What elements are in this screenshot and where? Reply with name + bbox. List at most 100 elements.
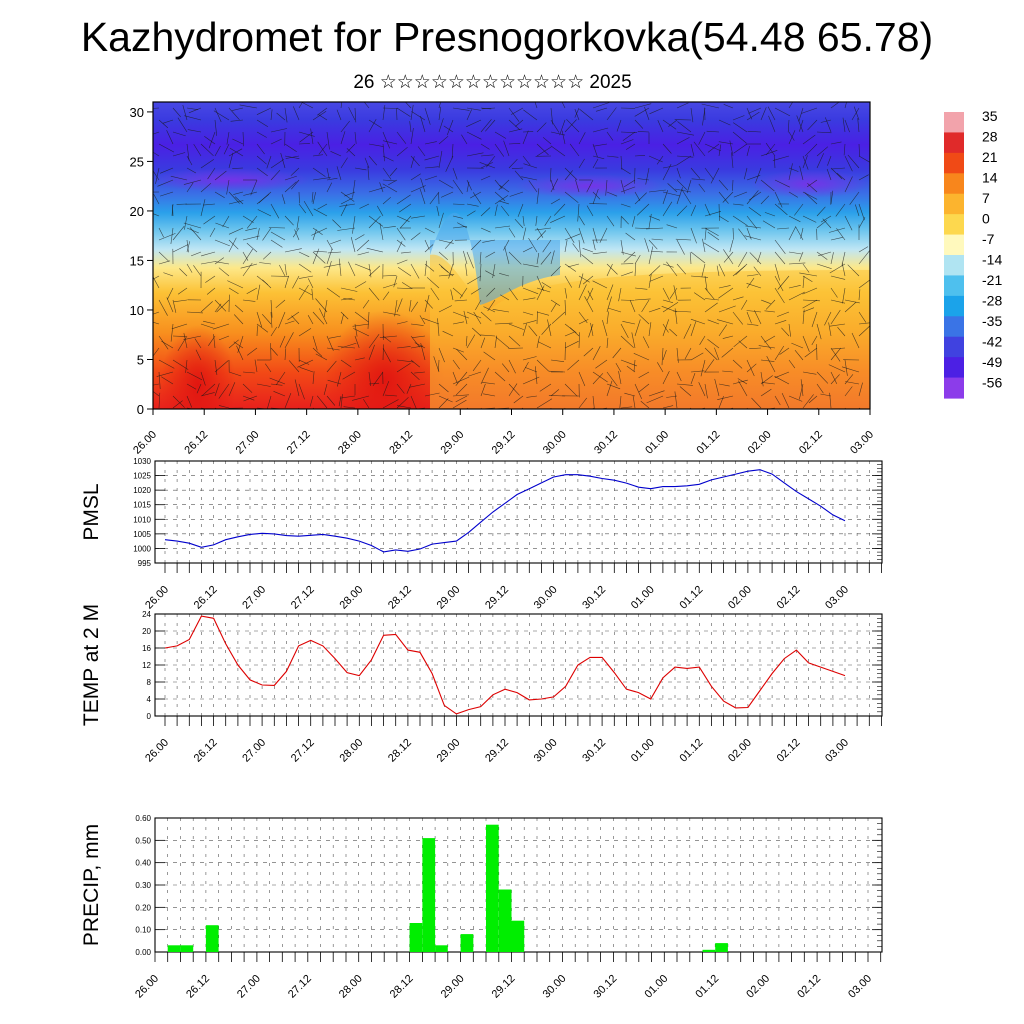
wind-barb bbox=[153, 170, 160, 181]
wind-barb bbox=[845, 381, 860, 385]
wind-barb bbox=[284, 143, 297, 152]
wind-barb bbox=[281, 194, 286, 205]
wind-barb bbox=[382, 143, 385, 162]
wind-barb bbox=[677, 121, 692, 133]
wind-barb bbox=[592, 227, 598, 244]
wind-barb bbox=[233, 314, 244, 325]
colorbar-swatch bbox=[944, 357, 964, 379]
wind-barb bbox=[187, 129, 202, 133]
wind-barb bbox=[157, 179, 174, 187]
x-tick-label: 01.00 bbox=[629, 737, 657, 765]
wind-barb bbox=[243, 395, 258, 402]
wind-barb bbox=[732, 115, 745, 121]
wind-barb bbox=[470, 287, 482, 295]
wind-barb bbox=[636, 203, 650, 216]
wind-barb bbox=[160, 191, 174, 197]
wind-barb bbox=[389, 167, 398, 177]
wind-barb bbox=[363, 102, 370, 109]
wind-barb bbox=[494, 191, 506, 202]
wind-barb bbox=[718, 119, 731, 126]
cold-core bbox=[750, 170, 870, 198]
wind-barb bbox=[816, 206, 826, 217]
wind-barb bbox=[732, 179, 734, 191]
wind-barb bbox=[284, 320, 295, 325]
wind-barb bbox=[564, 299, 566, 316]
wind-barb bbox=[442, 330, 454, 337]
wind-barb bbox=[480, 383, 486, 397]
wind-barb bbox=[483, 306, 496, 313]
wind-barb bbox=[228, 339, 239, 349]
wind-barb bbox=[662, 163, 672, 181]
wind-barb bbox=[479, 251, 482, 265]
wind-barb bbox=[578, 332, 580, 349]
wind-barb bbox=[662, 143, 672, 154]
wind-barb bbox=[410, 323, 424, 326]
wind-barb bbox=[662, 302, 679, 313]
wind-barb bbox=[186, 383, 197, 390]
wind-barb bbox=[494, 225, 511, 229]
wind-barb bbox=[232, 107, 244, 111]
wind-barb bbox=[644, 106, 650, 121]
wind-barb bbox=[550, 299, 561, 306]
wind-barb bbox=[410, 359, 420, 368]
x-tick-label: 29.00 bbox=[438, 429, 466, 457]
temp-panel: 0 4 8 12 16 20 24 26.00 26.12 27.00 27.12 28.00 28.1… bbox=[80, 604, 883, 765]
wind-barb bbox=[590, 322, 594, 337]
wind-barb bbox=[640, 400, 650, 409]
wind-barb bbox=[592, 189, 599, 205]
wind-barb bbox=[228, 200, 244, 205]
wind-barb bbox=[438, 383, 449, 393]
wind-barb bbox=[200, 301, 213, 313]
wind-barb bbox=[455, 371, 468, 386]
y-tick-label: 1000 bbox=[133, 544, 151, 553]
wind-barb bbox=[836, 228, 846, 241]
wind-barb bbox=[397, 405, 412, 409]
x-tick-label: 29.12 bbox=[490, 429, 518, 457]
chart-title: Kazhydromet for Presnogorkovka(54.48 65.… bbox=[80, 14, 934, 60]
wind-barb bbox=[744, 167, 748, 180]
x-tick-label: 26.12 bbox=[192, 584, 220, 612]
wind-barb bbox=[463, 310, 468, 325]
wind-barb bbox=[438, 150, 443, 169]
wind-barb bbox=[764, 335, 776, 343]
wind-barb bbox=[788, 102, 794, 109]
wind-barb bbox=[479, 263, 482, 282]
wind-barb bbox=[284, 263, 287, 276]
wind-barb bbox=[256, 143, 265, 155]
wind-barb bbox=[634, 119, 644, 129]
wind-barb bbox=[676, 131, 695, 136]
wind-barb bbox=[424, 227, 435, 234]
wind-barb bbox=[343, 298, 356, 301]
wind-barb bbox=[189, 227, 202, 241]
wind-barb bbox=[242, 235, 260, 241]
wind-barb bbox=[774, 371, 790, 378]
wind-barb bbox=[513, 395, 524, 404]
wind-barb bbox=[586, 205, 594, 217]
wind-barb bbox=[508, 227, 516, 238]
wind-barb bbox=[186, 143, 190, 161]
wind-barb bbox=[240, 263, 258, 269]
wind-barb bbox=[412, 335, 426, 338]
wind-barb bbox=[414, 407, 426, 409]
wind-barb bbox=[816, 323, 822, 340]
wind-barb bbox=[382, 347, 391, 363]
wind-barb bbox=[522, 247, 533, 253]
wind-barb bbox=[824, 311, 832, 326]
wind-barb bbox=[172, 107, 181, 118]
wind-barb bbox=[787, 119, 790, 133]
wind-barb bbox=[463, 250, 468, 265]
wind-barb bbox=[352, 395, 370, 401]
wind-barb bbox=[704, 359, 715, 373]
x-tick-label: 27.12 bbox=[289, 584, 317, 612]
cold-intrusion bbox=[430, 254, 870, 409]
wind-barb bbox=[410, 263, 420, 279]
y-tick-label: 20 bbox=[142, 627, 151, 636]
wind-barb bbox=[466, 107, 481, 111]
wind-barb bbox=[312, 229, 317, 241]
wind-barb bbox=[354, 335, 360, 348]
wind-barb bbox=[382, 291, 390, 301]
wind-barb bbox=[186, 167, 197, 174]
wind-barb bbox=[480, 175, 491, 181]
wind-barb bbox=[444, 239, 454, 249]
wind-barb bbox=[455, 383, 468, 396]
